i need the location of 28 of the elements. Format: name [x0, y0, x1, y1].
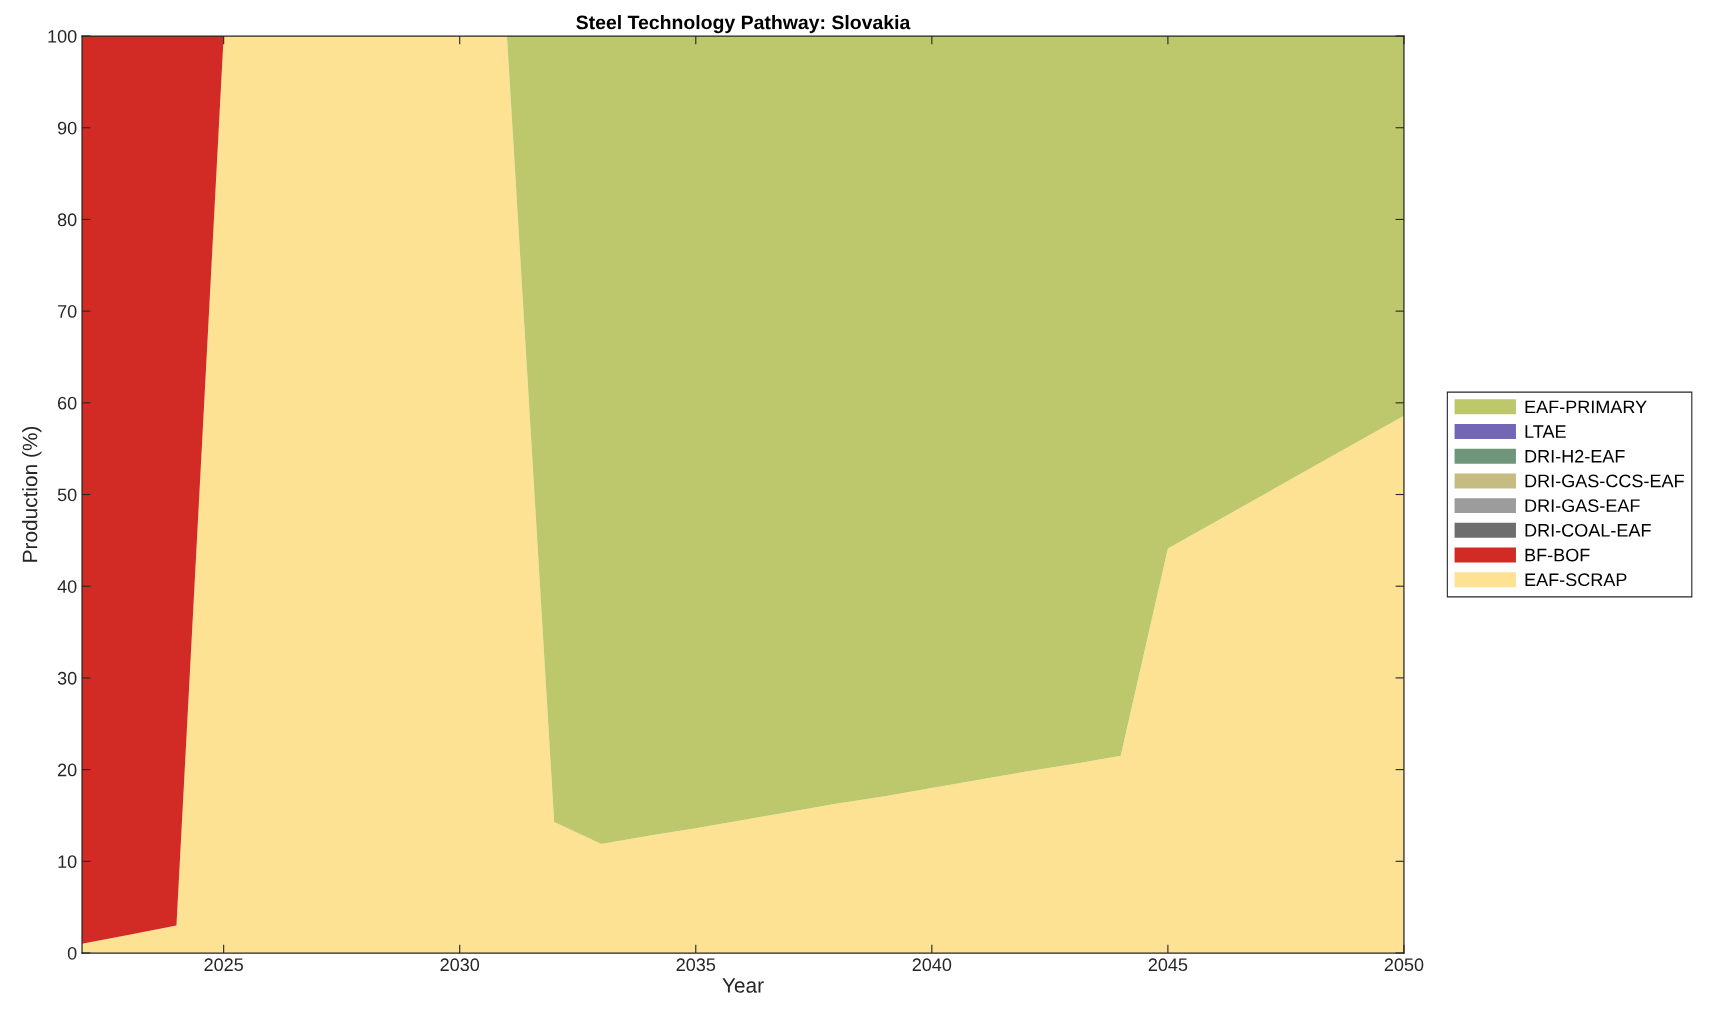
x-tick-label: 2035 [676, 958, 716, 972]
y-tick-label: 80 [57, 213, 77, 227]
y-tick-label: 60 [58, 396, 77, 410]
y-tick-label: 10 [58, 855, 77, 869]
y-tick-label: 90 [57, 121, 77, 135]
legend-label: EAF-SCRAP [1525, 573, 1627, 587]
y-tick-label: 100 [48, 29, 77, 43]
y-tick-label: 0 [67, 946, 77, 960]
legend-label: DRI-H2-EAF [1525, 449, 1625, 463]
x-tick-label: 2040 [912, 958, 952, 972]
y-tick-label: 30 [57, 671, 77, 685]
legend-label: DRI-GAS-CCS-EAF [1525, 474, 1684, 488]
chart-title: Steel Technology Pathway: Slovakia [576, 15, 911, 34]
legend-label: BF-BOF [1525, 548, 1590, 562]
x-tick-label: 2025 [204, 958, 243, 972]
x-tick-label: 2050 [1384, 958, 1424, 972]
x-axis-title: Year [722, 978, 764, 993]
legend-label: DRI-GAS-EAF [1525, 499, 1640, 513]
y-tick-label: 70 [58, 305, 77, 318]
y-tick-label: 50 [57, 488, 77, 502]
x-tick-label: 2030 [440, 958, 480, 972]
x-tick-label: 2045 [1148, 958, 1188, 972]
legend-label: DRI-COAL-EAF [1525, 523, 1651, 537]
y-tick-label: 40 [57, 580, 77, 593]
legend-label: EAF-PRIMARY [1525, 400, 1647, 414]
y-axis-title: Production (%) [22, 426, 42, 562]
legend-label: LTAE [1525, 425, 1566, 438]
y-tick-label: 20 [58, 763, 77, 777]
